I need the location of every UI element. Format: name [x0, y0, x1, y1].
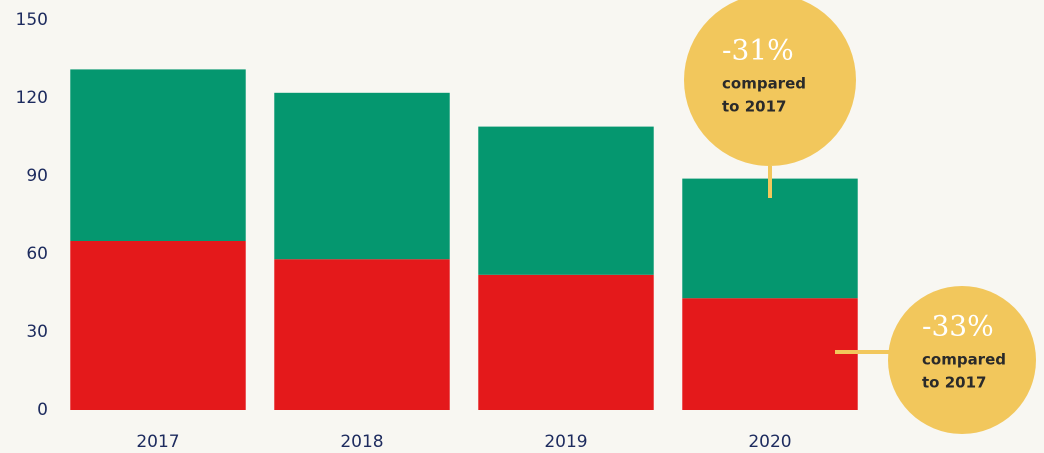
- annotation-text: compared: [922, 351, 1006, 369]
- annotation-text: to 2017: [922, 374, 986, 392]
- bar-segment: [274, 92, 450, 260]
- annotation-bubble: [684, 0, 856, 166]
- bar-segment: [274, 259, 450, 410]
- annotation-value: -33%: [922, 310, 994, 343]
- bar-segment: [478, 126, 654, 275]
- bar-segment: [70, 69, 246, 242]
- y-tick-label: 60: [26, 244, 48, 264]
- y-tick-label: 0: [37, 400, 48, 420]
- y-tick-label: 90: [26, 166, 48, 186]
- bar-segment: [70, 241, 246, 410]
- y-tick-label: 120: [16, 88, 48, 108]
- annotation-text: compared: [722, 75, 806, 93]
- bar-segment: [682, 298, 858, 410]
- x-tick-label: 2018: [340, 432, 383, 452]
- bar-segment: [478, 274, 654, 410]
- y-tick-label: 150: [16, 10, 48, 30]
- x-tick-label: 2019: [544, 432, 587, 452]
- bar-segment: [682, 178, 858, 299]
- annotation-value: -31%: [722, 34, 794, 67]
- annotation-text: to 2017: [722, 98, 786, 116]
- annotation-bubble: [888, 286, 1036, 434]
- x-tick-label: 2017: [136, 432, 179, 452]
- y-tick-label: 30: [26, 322, 48, 342]
- x-tick-label: 2020: [748, 432, 791, 452]
